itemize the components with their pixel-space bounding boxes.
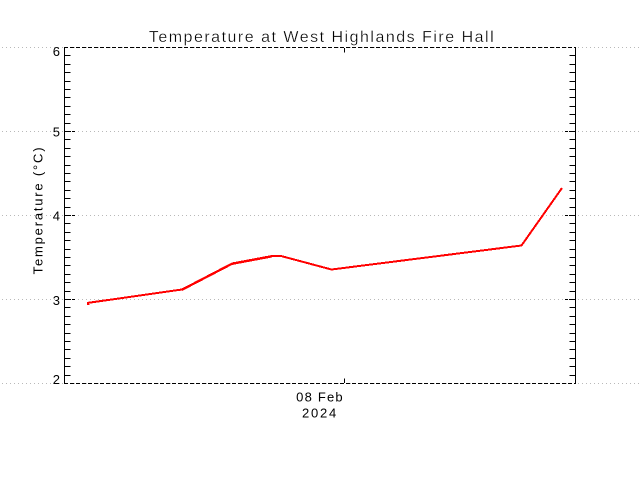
svg-text:2: 2 — [53, 372, 60, 387]
svg-text:4: 4 — [53, 209, 60, 224]
svg-text:6: 6 — [53, 44, 60, 59]
svg-text:Temperature (°C): Temperature (°C) — [31, 146, 46, 275]
svg-text:Temperature at West Highlands: Temperature at West Highlands Fire Hall — [149, 29, 495, 46]
svg-text:3: 3 — [53, 293, 60, 308]
svg-text:2024: 2024 — [302, 406, 338, 421]
svg-text:08 Feb: 08 Feb — [296, 390, 344, 405]
svg-text:5: 5 — [53, 125, 60, 140]
